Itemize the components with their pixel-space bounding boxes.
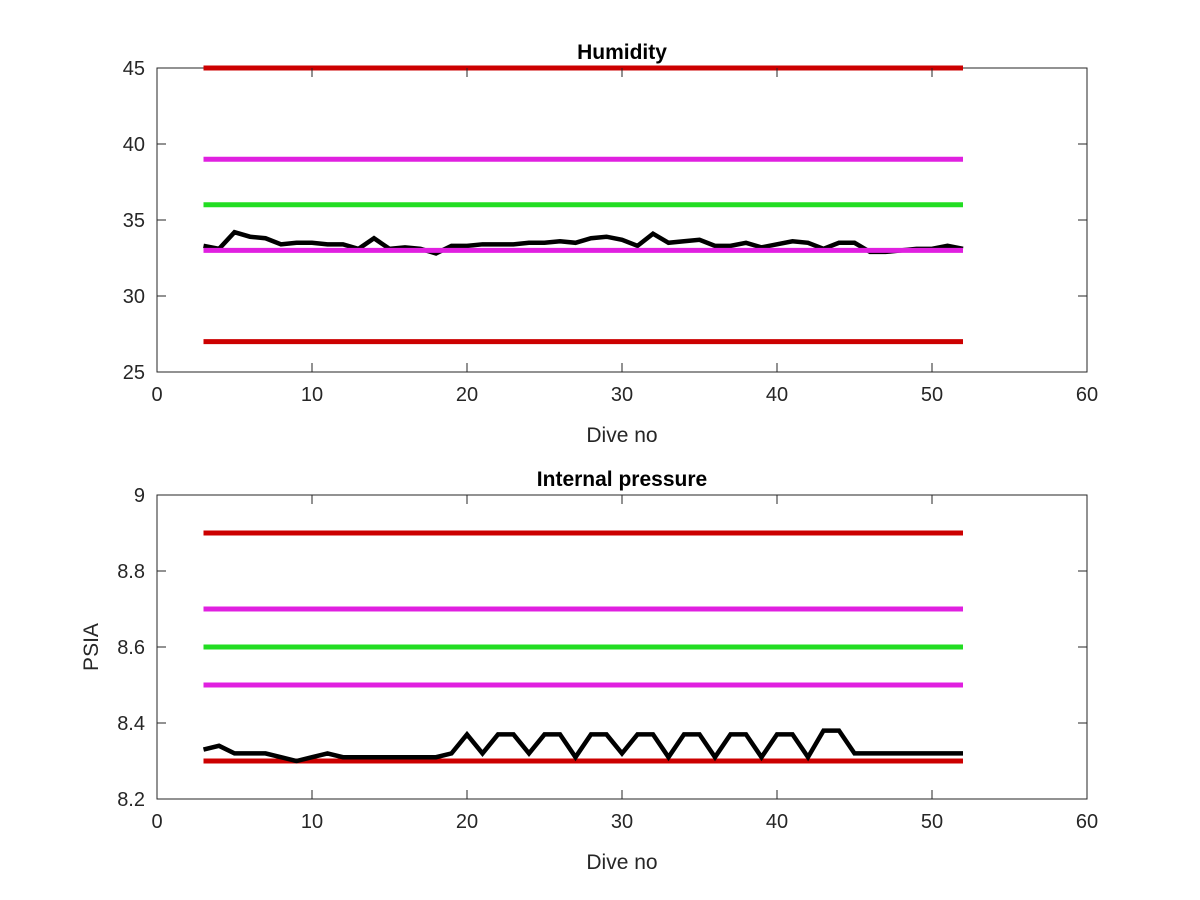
x-tick-label: 40 bbox=[766, 811, 788, 833]
y-tick-label: 35 bbox=[123, 210, 145, 232]
x-tick-label: 50 bbox=[921, 384, 943, 406]
axes-frame bbox=[156, 67, 1088, 373]
x-tick-label: 40 bbox=[766, 384, 788, 406]
x-tick-label: 20 bbox=[456, 384, 478, 406]
y-tick-label: 8.4 bbox=[117, 713, 145, 735]
x-tick-label: 0 bbox=[151, 384, 162, 406]
x-tick-label: 10 bbox=[301, 811, 323, 833]
chart-title: Humidity bbox=[577, 41, 667, 64]
x-tick-label: 10 bbox=[301, 384, 323, 406]
y-axis-label: PSIA bbox=[80, 623, 103, 671]
data-series-line bbox=[203, 229, 964, 256]
subplot-2: 0 10 20 30 40 50 60 8.2 8.4 8.6 8.8 9 Internal press… bbox=[80, 468, 1098, 874]
y-tick-label: 45 bbox=[123, 58, 145, 80]
x-axis-label: Dive no bbox=[586, 424, 657, 447]
y-tick-label: 8.8 bbox=[117, 561, 145, 583]
x-tick-label: 60 bbox=[1076, 811, 1098, 833]
x-tick-label: 30 bbox=[611, 384, 633, 406]
y-tick-label: 30 bbox=[123, 286, 145, 308]
y-tick-label: 8.2 bbox=[117, 789, 145, 811]
y-tick-label: 25 bbox=[123, 362, 145, 384]
data-series-line bbox=[202, 728, 963, 764]
x-tick-label: 0 bbox=[151, 811, 162, 833]
x-tick-label: 20 bbox=[456, 811, 478, 833]
x-tick-label: 30 bbox=[611, 811, 633, 833]
x-axis-label: Dive no bbox=[586, 851, 657, 874]
y-tick-label: 8.6 bbox=[117, 637, 145, 659]
x-tick-label: 60 bbox=[1076, 384, 1098, 406]
x-tick-label: 50 bbox=[921, 811, 943, 833]
y-tick-label: 40 bbox=[123, 134, 145, 156]
subplot-1: 0 10 20 30 40 50 60 25 30 35 40 45 Humidity Dive no bbox=[123, 41, 1098, 447]
y-tick-label: 9 bbox=[134, 485, 145, 507]
chart-title: Internal pressure bbox=[537, 468, 707, 491]
